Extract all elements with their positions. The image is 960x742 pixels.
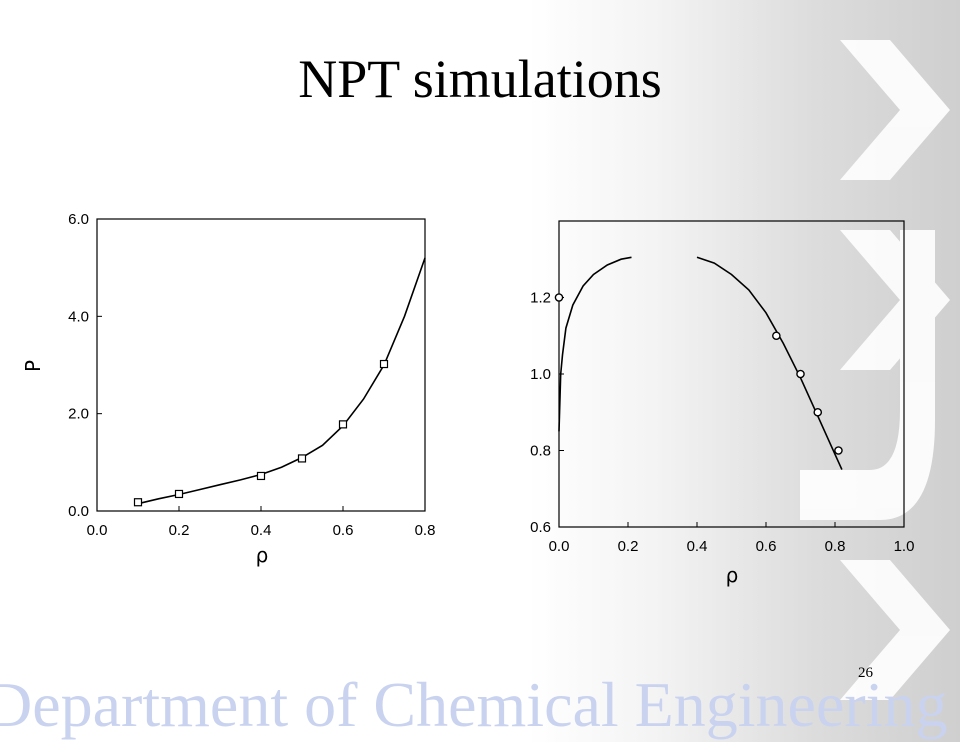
y-tick-label: 1.0 — [530, 366, 551, 383]
pressure-density-chart: 0.0 0.2 0.4 0.6 0.8 0.0 2.0 4.0 6.0 ρ P — [21, 211, 435, 567]
data-point-square — [379, 359, 389, 369]
plot-frame — [96, 218, 426, 512]
series-line — [696, 256, 843, 470]
footer-department: Department of Chemical Engineering — [0, 669, 948, 740]
data-point-square — [256, 471, 266, 481]
page-number: 26 — [858, 665, 873, 681]
y-tick-label: 1.2 — [530, 290, 551, 307]
y-tick-label: 4.0 — [68, 308, 89, 325]
x-tick-label: 0.6 — [333, 522, 354, 539]
data-point-circle — [796, 369, 805, 379]
data-point-square — [174, 489, 184, 499]
data-point-circle — [772, 331, 781, 341]
data-point-square — [338, 420, 348, 429]
data-point-circle — [554, 293, 564, 302]
x-tick-label: 0.2 — [618, 538, 639, 555]
data-point-square — [133, 498, 143, 507]
chevron-watermark — [800, 40, 950, 700]
series-line — [137, 257, 426, 505]
plot-frame — [558, 220, 905, 528]
coexistence-chart: 0.0 0.2 0.4 0.6 0.8 1.0 0.6 0.8 1.0 1.2 ρ — [530, 220, 915, 587]
x-tick-label: 0.0 — [549, 538, 570, 555]
x-tick-label: 0.8 — [415, 522, 436, 539]
slide-title: NPT simulations — [298, 49, 662, 109]
data-point-circle — [834, 446, 843, 455]
data-point-square — [297, 454, 307, 463]
x-axis-label: ρ — [256, 543, 269, 567]
y-tick-label: 0.0 — [68, 503, 89, 520]
x-tick-label: 0.4 — [687, 538, 708, 555]
y-axis-label: P — [21, 360, 45, 372]
x-tick-label: 0.0 — [87, 522, 108, 539]
data-point-circle — [813, 407, 823, 417]
x-tick-label: 0.8 — [825, 538, 846, 555]
charts-canvas: 0.0 0.2 0.4 0.6 0.80.02.04.06.0 ρ P 0.0 0.2 0.… — [21, 211, 915, 587]
x-tick-label: 0.2 — [169, 522, 190, 539]
x-tick-label: 0.6 — [756, 538, 777, 555]
y-tick-label: 2.0 — [68, 406, 89, 423]
x-tick-label: 1.0 — [894, 538, 915, 555]
y-tick-label: 6.0 — [68, 211, 89, 228]
x-axis-label: ρ — [726, 563, 739, 587]
y-tick-label: 0.6 — [530, 519, 551, 536]
x-tick-label: 0.4 — [251, 522, 272, 539]
series-line — [558, 256, 632, 432]
y-tick-label: 0.8 — [530, 443, 551, 460]
